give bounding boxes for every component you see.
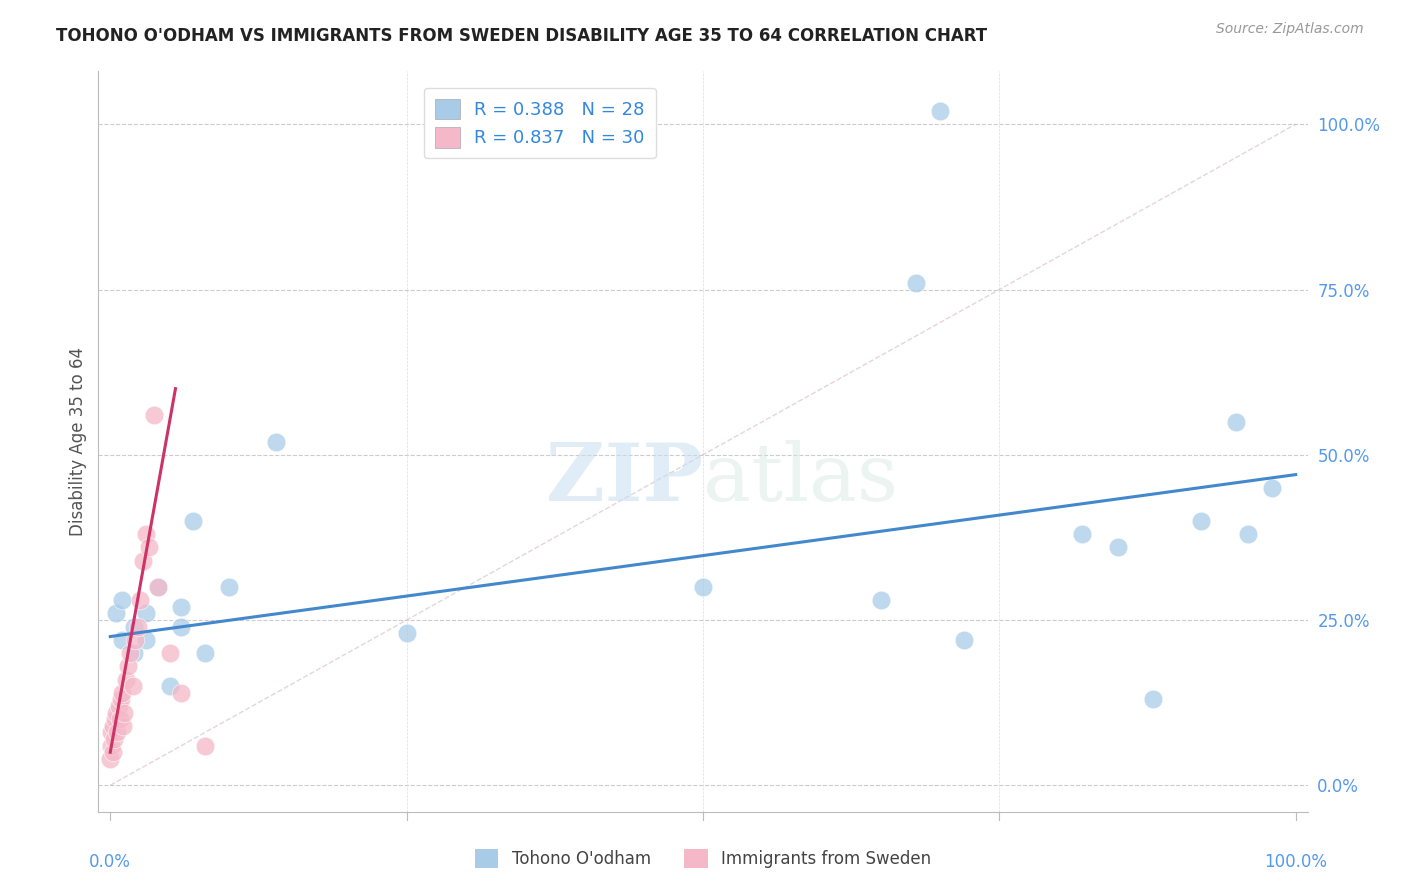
Point bbox=[121, 679, 143, 693]
Point bbox=[170, 599, 193, 614]
Text: 100.0%: 100.0% bbox=[1264, 854, 1327, 871]
Point bbox=[127, 620, 149, 634]
Point bbox=[1142, 692, 1164, 706]
Point bbox=[107, 698, 129, 713]
Point bbox=[120, 646, 142, 660]
Point bbox=[124, 632, 146, 647]
Text: ZIP: ZIP bbox=[546, 440, 703, 517]
Text: 0.0%: 0.0% bbox=[90, 854, 131, 871]
Point bbox=[111, 632, 134, 647]
Y-axis label: Disability Age 35 to 64: Disability Age 35 to 64 bbox=[69, 347, 87, 536]
Point bbox=[1189, 514, 1212, 528]
Point bbox=[105, 725, 128, 739]
Point bbox=[146, 580, 169, 594]
Point bbox=[105, 706, 128, 720]
Point bbox=[98, 752, 121, 766]
Point bbox=[104, 712, 127, 726]
Point bbox=[101, 719, 124, 733]
Point bbox=[135, 632, 157, 647]
Text: Source: ZipAtlas.com: Source: ZipAtlas.com bbox=[1216, 22, 1364, 37]
Point bbox=[103, 731, 125, 746]
Point bbox=[143, 408, 166, 422]
Point bbox=[194, 739, 217, 753]
Point bbox=[194, 646, 217, 660]
Point bbox=[100, 725, 122, 739]
Legend: Tohono O'odham, Immigrants from Sweden: Tohono O'odham, Immigrants from Sweden bbox=[468, 842, 938, 875]
Point bbox=[1107, 541, 1129, 555]
Point bbox=[159, 679, 181, 693]
Point bbox=[138, 541, 160, 555]
Point bbox=[170, 686, 193, 700]
Legend: R = 0.388   N = 28, R = 0.837   N = 30: R = 0.388 N = 28, R = 0.837 N = 30 bbox=[423, 87, 655, 159]
Point bbox=[159, 646, 181, 660]
Point bbox=[264, 434, 287, 449]
Point bbox=[111, 686, 134, 700]
Point bbox=[1225, 415, 1247, 429]
Point bbox=[110, 692, 132, 706]
Point bbox=[122, 620, 145, 634]
Point bbox=[132, 553, 155, 567]
Point bbox=[692, 580, 714, 594]
Text: atlas: atlas bbox=[703, 440, 898, 517]
Point bbox=[170, 620, 193, 634]
Point bbox=[929, 103, 952, 118]
Point bbox=[869, 593, 891, 607]
Point bbox=[952, 632, 974, 647]
Point bbox=[395, 626, 418, 640]
Point bbox=[905, 276, 928, 290]
Point bbox=[218, 580, 240, 594]
Point bbox=[135, 527, 157, 541]
Point bbox=[181, 514, 204, 528]
Point bbox=[1071, 527, 1094, 541]
Text: TOHONO O'ODHAM VS IMMIGRANTS FROM SWEDEN DISABILITY AGE 35 TO 64 CORRELATION CHA: TOHONO O'ODHAM VS IMMIGRANTS FROM SWEDEN… bbox=[56, 27, 987, 45]
Point bbox=[112, 719, 135, 733]
Point bbox=[108, 712, 131, 726]
Point bbox=[117, 659, 139, 673]
Point bbox=[114, 706, 136, 720]
Point bbox=[111, 593, 134, 607]
Point bbox=[129, 593, 152, 607]
Point bbox=[114, 673, 136, 687]
Point bbox=[1261, 481, 1284, 495]
Point bbox=[146, 580, 169, 594]
Point bbox=[100, 739, 122, 753]
Point bbox=[135, 607, 157, 621]
Point bbox=[1237, 527, 1260, 541]
Point bbox=[122, 646, 145, 660]
Point bbox=[105, 607, 128, 621]
Point bbox=[101, 745, 124, 759]
